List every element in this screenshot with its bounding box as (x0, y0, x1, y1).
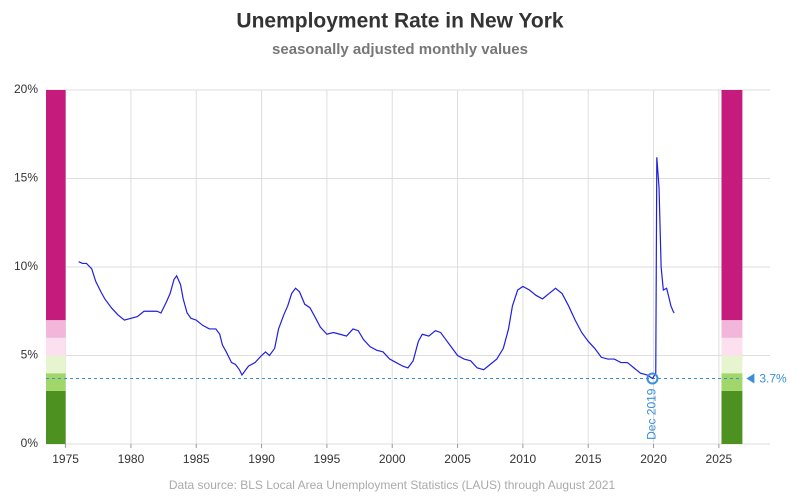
x-tick-label: 1980 (118, 452, 145, 466)
x-tick-label: 2005 (444, 452, 471, 466)
level-band (46, 337, 66, 356)
source-note: Data source: BLS Local Area Unemployment… (169, 478, 616, 492)
level-band (721, 390, 743, 444)
x-tick-label: 2025 (706, 452, 733, 466)
reference-arrow (746, 373, 755, 384)
y-tick-label: 20% (14, 82, 38, 96)
y-tick-label: 5% (21, 348, 39, 362)
level-band (46, 90, 66, 321)
x-tick-label: 1995 (314, 452, 341, 466)
level-band (46, 373, 66, 391)
x-tick-label: 1985 (183, 452, 210, 466)
y-tick-label: 15% (14, 171, 38, 185)
level-band (721, 373, 743, 391)
x-tick-label: 2010 (510, 452, 537, 466)
data-line (78, 157, 675, 380)
reference-value-label: 3.7% (759, 372, 787, 386)
x-tick-label: 2000 (379, 452, 406, 466)
x-tick-label: 2015 (575, 452, 602, 466)
chart-subtitle: seasonally adjusted monthly values (272, 41, 528, 58)
reference-date-label: Dec 2019 (645, 388, 659, 440)
chart-title: Unemployment Rate in New York (236, 10, 563, 33)
level-band (721, 337, 743, 356)
level-band (46, 320, 66, 338)
reference-marker (646, 372, 659, 385)
level-band (721, 320, 743, 338)
x-tick-label: 2020 (640, 452, 667, 466)
y-tick-label: 10% (14, 259, 38, 273)
y-tick-label: 0% (21, 436, 39, 450)
level-band (46, 390, 66, 444)
level-band (721, 355, 743, 374)
x-tick-label: 1990 (248, 452, 275, 466)
level-band (721, 90, 743, 321)
level-band (46, 355, 66, 374)
x-tick-label: 1975 (52, 452, 79, 466)
